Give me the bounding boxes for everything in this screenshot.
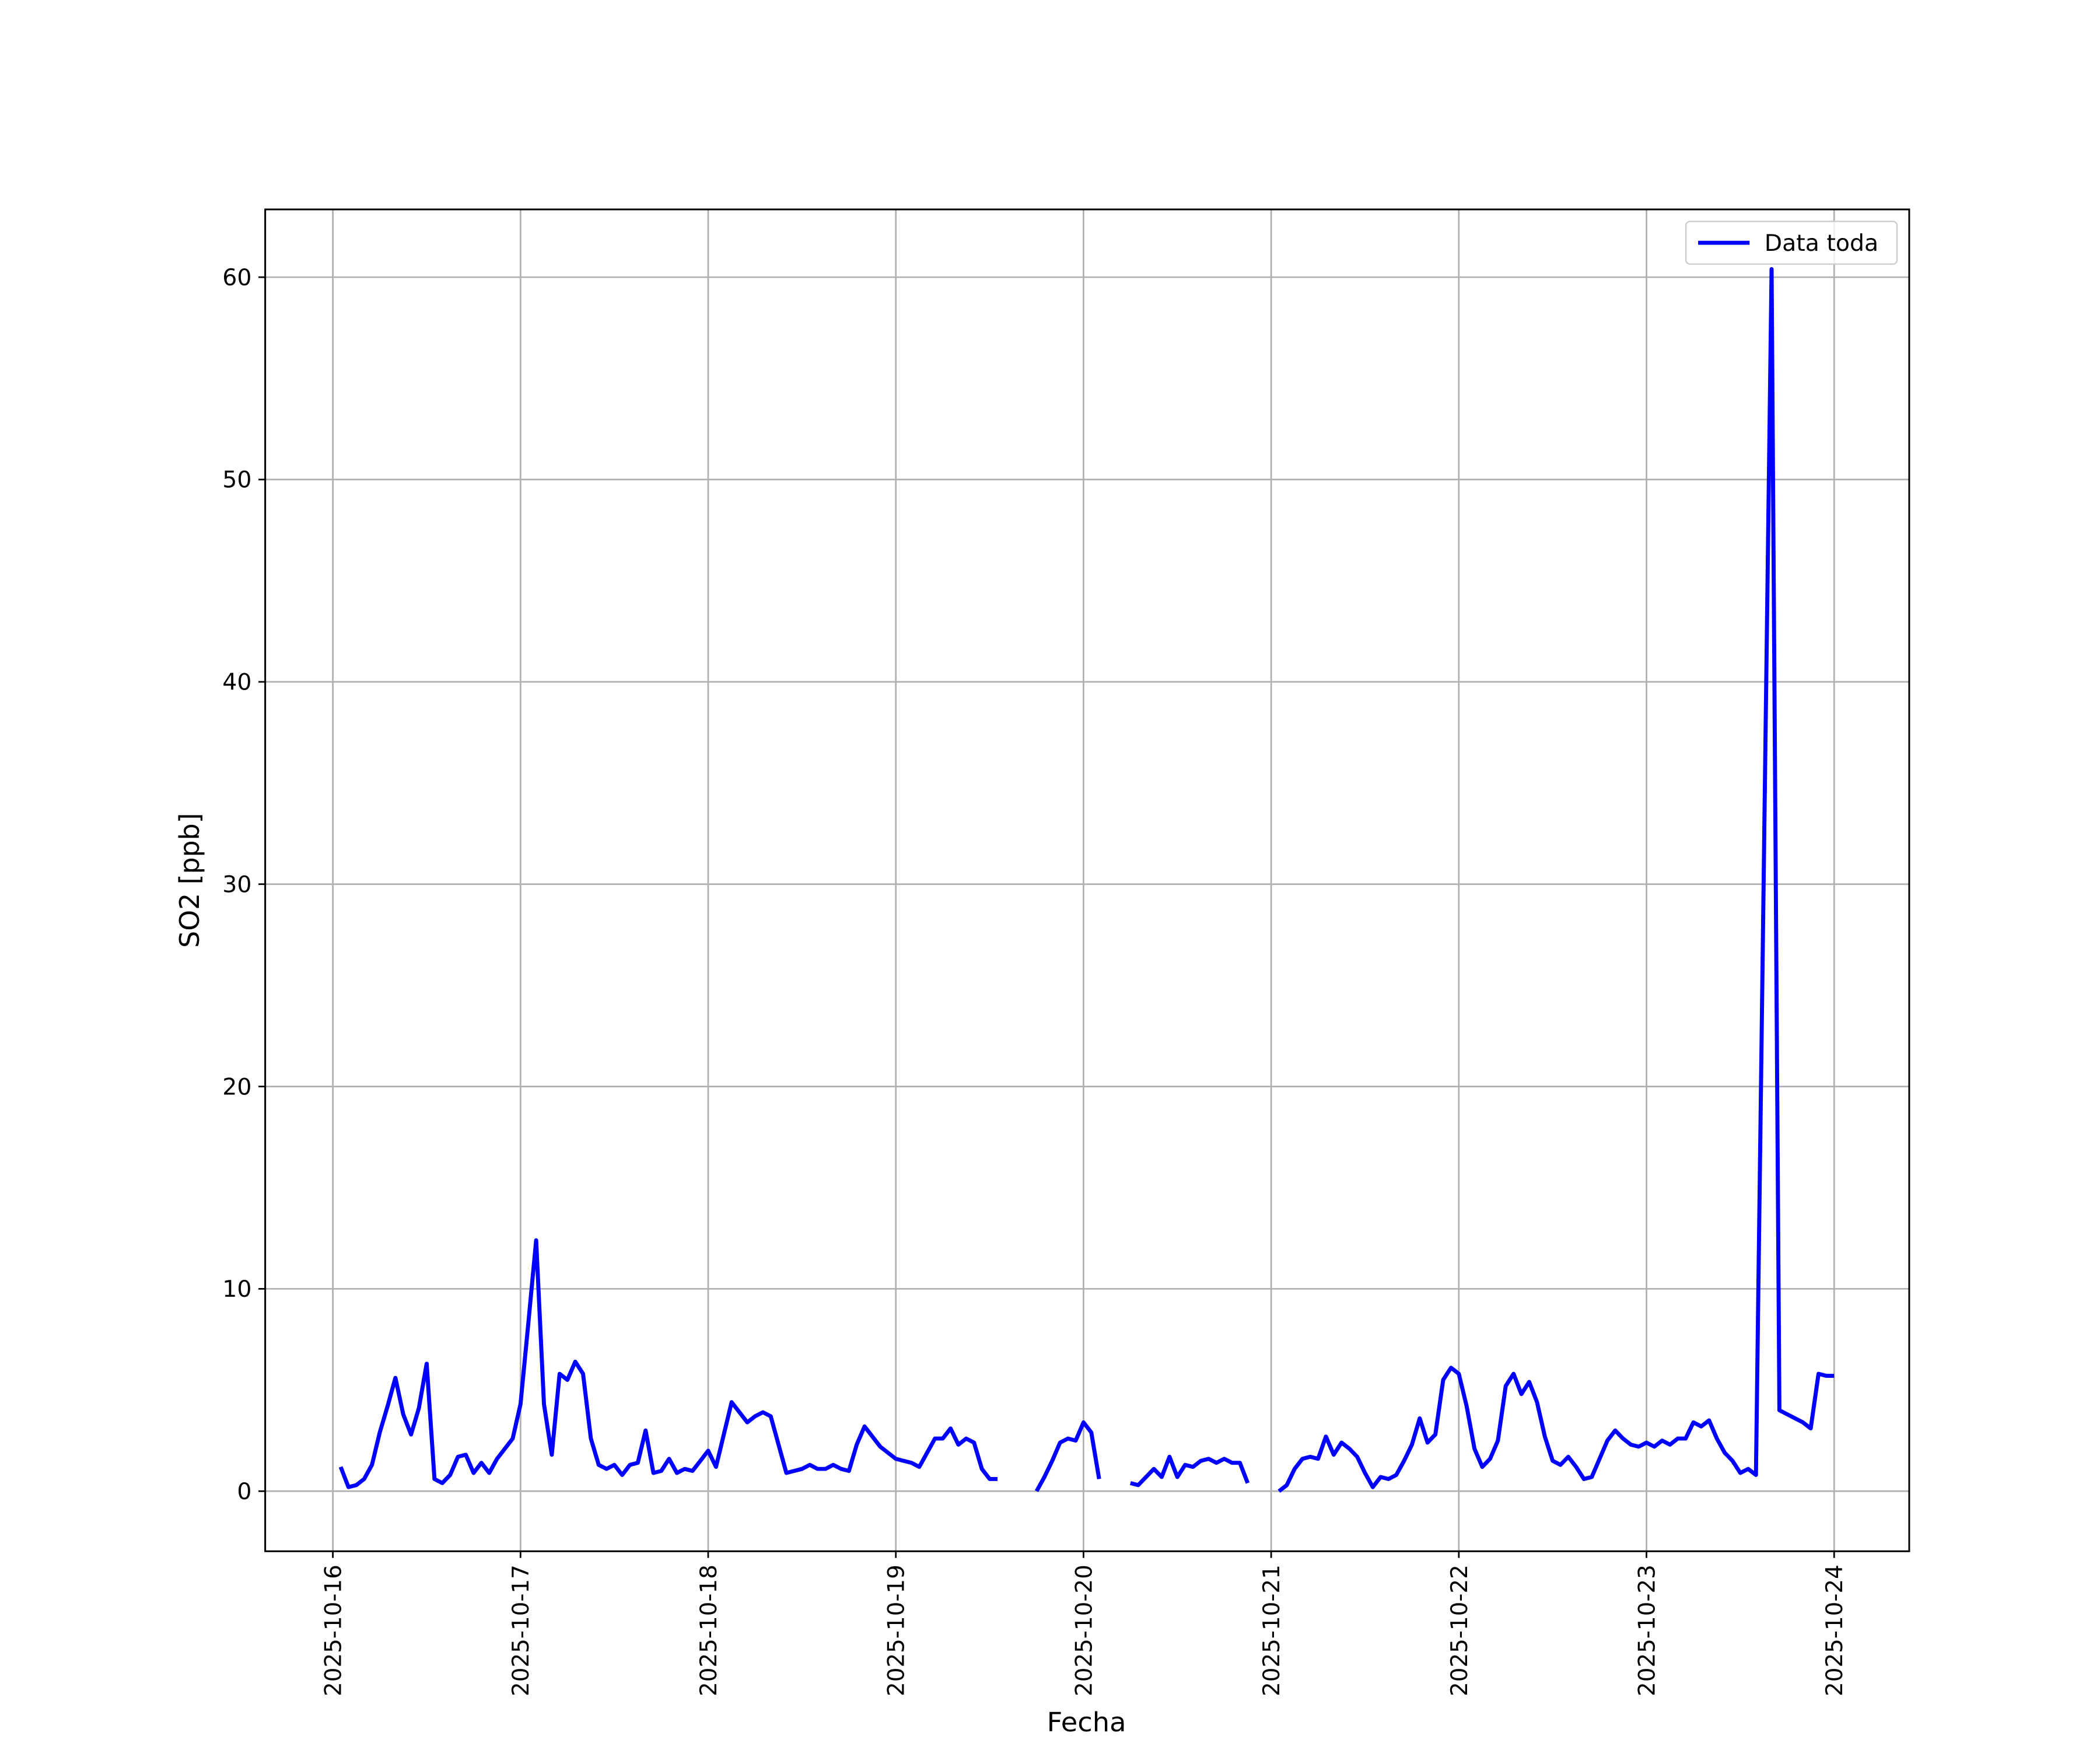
y-tick-label: 10 (222, 1276, 251, 1303)
y-axis-label: SO2 [ppb] (174, 813, 205, 947)
x-tick-label: 2025-10-20 (1071, 1564, 1097, 1696)
y-tick-label: 60 (222, 265, 251, 291)
y-tick-label: 50 (222, 467, 251, 494)
data-line (338, 267, 1835, 1493)
legend-box (1685, 220, 1898, 265)
x-tick-label: 2025-10-24 (1822, 1564, 1848, 1696)
plot-frame (264, 208, 1910, 1552)
legend-label: Data toda (1765, 230, 1878, 257)
x-tick-label: 2025-10-23 (1634, 1564, 1660, 1696)
y-tick-label: 40 (222, 670, 251, 696)
x-tick-label: 2025-10-22 (1447, 1564, 1473, 1696)
x-tick-label: 2025-10-18 (696, 1564, 722, 1696)
x-tick-label: 2025-10-19 (883, 1564, 909, 1696)
x-tick-label: 2025-10-16 (320, 1564, 346, 1696)
x-tick-label: 2025-10-17 (508, 1564, 534, 1696)
y-tick-label: 0 (237, 1479, 251, 1505)
x-tick-label: 2025-10-21 (1259, 1564, 1285, 1696)
y-tick-label: 30 (222, 872, 251, 898)
x-axis-label: Fecha (1047, 1706, 1126, 1738)
y-tick-label: 20 (222, 1074, 251, 1101)
